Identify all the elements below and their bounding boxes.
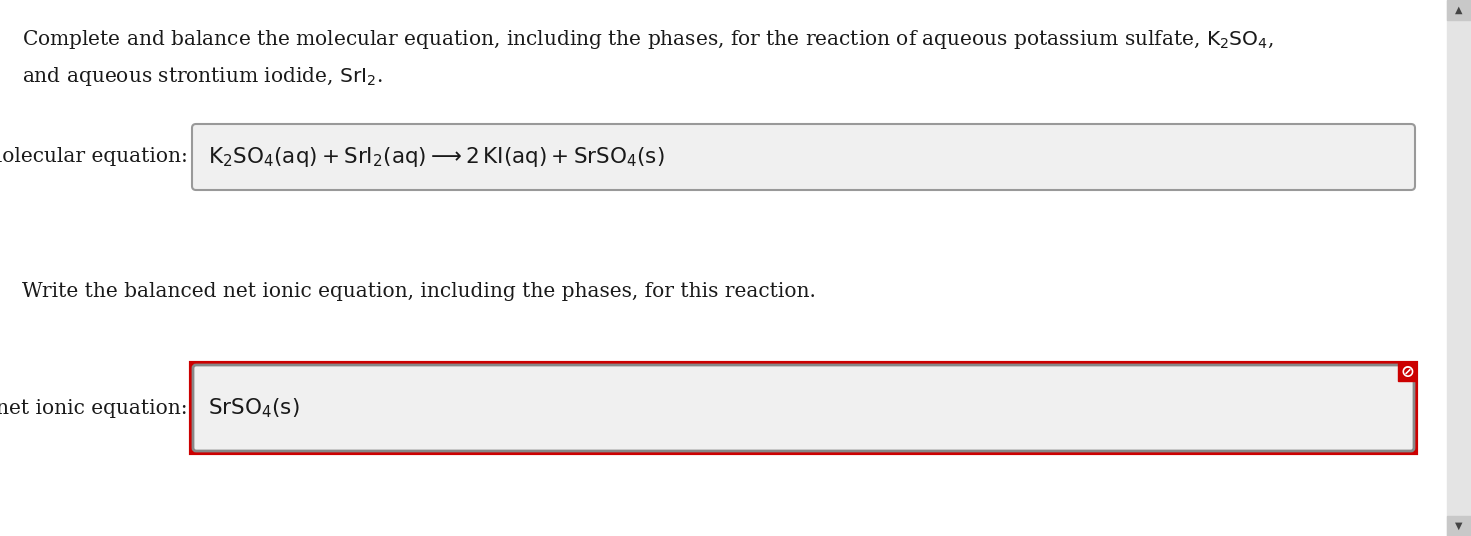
FancyBboxPatch shape [193, 365, 1414, 451]
Text: Write the balanced net ionic equation, including the phases, for this reaction.: Write the balanced net ionic equation, i… [22, 282, 816, 301]
Text: ▲: ▲ [1455, 5, 1462, 15]
Bar [1447, 0, 1471, 536]
Bar [1447, 516, 1471, 536]
FancyBboxPatch shape [193, 124, 1415, 190]
Bar [1397, 363, 1417, 381]
Text: Complete and balance the molecular equation, including the phases, for the react: Complete and balance the molecular equat… [22, 28, 1274, 51]
Text: $\mathrm{SrSO_4(s)}$: $\mathrm{SrSO_4(s)}$ [207, 396, 300, 420]
Bar [1447, 0, 1471, 20]
Text: $\mathrm{K_2SO_4(aq) + SrI_2(aq) \longrightarrow 2\,KI(aq) + SrSO_4(s)}$: $\mathrm{K_2SO_4(aq) + SrI_2(aq) \longri… [207, 145, 665, 169]
Text: and aqueous strontium iodide, $\mathrm{SrI_2}$.: and aqueous strontium iodide, $\mathrm{S… [22, 65, 382, 88]
Text: net ionic equation:: net ionic equation: [0, 398, 188, 418]
Text: ▼: ▼ [1455, 521, 1462, 531]
FancyBboxPatch shape [191, 363, 1417, 453]
Text: molecular equation:: molecular equation: [0, 147, 188, 167]
Text: ⊘: ⊘ [1400, 363, 1414, 381]
